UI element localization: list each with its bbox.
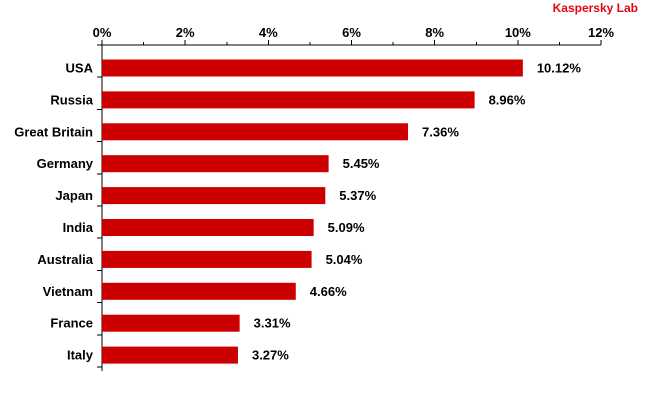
category-label: Vietnam (43, 284, 93, 299)
data-label: 3.31% (254, 316, 291, 331)
bar-great-britain (102, 123, 409, 141)
data-label: 5.37% (339, 188, 376, 203)
x-tick-label: 2% (176, 25, 195, 40)
bar-australia (102, 250, 312, 268)
labels-group: USA 10.12% Russia 8.96% Great Britain 7.36% Ge… (14, 61, 581, 363)
bar-japan (102, 187, 326, 205)
bar-russia (102, 91, 475, 109)
x-tick-label: 6% (342, 25, 361, 40)
x-tick-label: 10% (505, 25, 531, 40)
category-label: Russia (50, 92, 93, 107)
category-label: USA (66, 61, 94, 76)
data-label: 3.27% (252, 348, 289, 363)
category-label: Japan (55, 188, 93, 203)
x-tick-label: 0% (93, 25, 112, 40)
category-label: Italy (67, 348, 94, 363)
bar-india (102, 219, 314, 236)
x-tick-label: 8% (425, 25, 444, 40)
category-label: Great Britain (14, 124, 93, 139)
category-label: France (50, 316, 93, 331)
x-axis-ticks: 0% 2% 4% 6% 8% 10% 12% (93, 25, 614, 368)
data-label: 7.36% (422, 124, 459, 139)
data-label: 5.09% (328, 220, 365, 235)
bar-germany (102, 155, 329, 173)
bar-vietnam (102, 282, 296, 300)
data-label: 4.66% (310, 284, 347, 299)
category-label: Germany (37, 156, 94, 171)
data-label: 10.12% (537, 61, 582, 76)
category-label: India (63, 220, 94, 235)
category-label: Australia (37, 252, 93, 267)
bar-france (102, 314, 240, 332)
bar-usa (102, 59, 523, 77)
x-tick-label: 4% (259, 25, 278, 40)
bars-group (102, 59, 523, 364)
brand-logo-text: Kaspersky Lab (552, 1, 638, 15)
data-label: 5.45% (343, 156, 380, 171)
x-tick-label: 12% (588, 25, 614, 40)
bar-italy (102, 346, 238, 364)
data-label: 5.04% (326, 252, 363, 267)
data-label: 8.96% (489, 92, 526, 107)
